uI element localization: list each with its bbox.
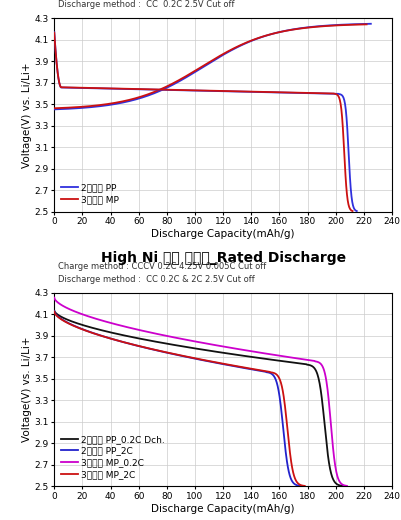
2차년도 PP_2C — [201, 357, 206, 363]
2차년도 PP — [235, 88, 240, 95]
2차년도 PP_2C — [208, 359, 213, 365]
3차년도 MP_0.2C — [229, 345, 234, 351]
2차년도 PP_2C — [67, 320, 72, 327]
3차년도 MP_0.2C — [238, 346, 243, 353]
3차년도 MP — [277, 89, 282, 96]
3차년도 MP_0.2C — [70, 307, 75, 314]
2차년도 PP_2C — [238, 365, 243, 371]
Text: Discharge method :  CC  0.2C 2.5V Cut off: Discharge method : CC 0.2C 2.5V Cut off — [57, 1, 233, 9]
3차년도 MP_2C — [67, 321, 72, 327]
2차년도 PP_2C — [297, 483, 302, 489]
2차년도 PP_0.2C Dch. — [69, 318, 74, 324]
3차년도 MP — [52, 30, 57, 36]
Y-axis label: Voltage(V) vs. Li/Li+: Voltage(V) vs. Li/Li+ — [22, 337, 32, 442]
3차년도 MP_0.2C — [344, 483, 348, 489]
2차년도 PP — [354, 208, 358, 214]
2차년도 PP — [312, 90, 316, 96]
3차년도 MP — [70, 84, 75, 90]
2차년도 PP_0.2C Dch. — [219, 349, 224, 356]
3차년도 MP_0.2C — [303, 357, 308, 363]
3차년도 MP_2C — [203, 357, 208, 363]
3차년도 MP — [241, 88, 246, 95]
2차년도 PP_0.2C Dch. — [339, 483, 344, 489]
3차년도 MP — [232, 88, 237, 95]
Line: 2차년도 PP_0.2C Dch.: 2차년도 PP_0.2C Dch. — [54, 310, 342, 486]
2차년도 PP_2C — [263, 369, 268, 375]
Title: High Ni 양극 활물질_Rated Discharge: High Ni 양극 활물질_Rated Discharge — [100, 251, 345, 265]
2차년도 PP_2C — [52, 308, 57, 314]
3차년도 MP_0.2C — [273, 352, 278, 358]
3차년도 MP_0.2C — [221, 344, 226, 350]
Line: 3차년도 MP: 3차년도 MP — [54, 33, 352, 211]
3차년도 MP_2C — [241, 365, 246, 371]
Line: 2차년도 PP: 2차년도 PP — [54, 32, 356, 211]
Line: 2차년도 PP_2C: 2차년도 PP_2C — [54, 311, 300, 486]
3차년도 MP_2C — [52, 308, 57, 315]
2차년도 PP_0.2C Dch. — [235, 352, 240, 358]
2차년도 PP_2C — [194, 356, 199, 362]
Text: Charge method : CCCV 0.2C 4.25V 0.005C Cut off: Charge method : CCCV 0.2C 4.25V 0.005C C… — [57, 262, 265, 270]
2차년도 PP — [227, 88, 232, 95]
2차년도 PP — [52, 29, 57, 35]
3차년도 MP_2C — [302, 483, 306, 489]
X-axis label: Discharge Capacity(mAh/g): Discharge Capacity(mAh/g) — [151, 229, 294, 239]
Legend: 2차년도 PP_0.2C Dch., 2차년도 PP_2C, 3차년도 MP_0.2C, 3차년도 MP_2C: 2차년도 PP_0.2C Dch., 2차년도 PP_2C, 3차년도 MP_0… — [59, 432, 167, 482]
2차년도 PP_0.2C Dch. — [52, 307, 57, 314]
3차년도 MP_2C — [211, 359, 216, 365]
2차년도 PP_0.2C Dch. — [227, 350, 231, 357]
X-axis label: Discharge Capacity(mAh/g): Discharge Capacity(mAh/g) — [151, 503, 294, 514]
3차년도 MP_0.2C — [52, 294, 57, 301]
Line: 3차년도 MP_0.2C: 3차년도 MP_0.2C — [54, 297, 346, 486]
2차년도 PP — [70, 85, 75, 91]
Legend: 2차년도 PP, 3차년도 MP: 2차년도 PP, 3차년도 MP — [59, 181, 122, 207]
2차년도 PP_0.2C Dch. — [300, 361, 304, 367]
2차년도 PP_0.2C Dch. — [270, 357, 275, 363]
Text: Discharge method :  CC 0.2C & 2C 2.5V Cut off: Discharge method : CC 0.2C & 2C 2.5V Cut… — [57, 275, 254, 284]
3차년도 MP — [308, 90, 313, 96]
3차년도 MP — [349, 208, 354, 214]
Y-axis label: Voltage(V) vs. Li/Li+: Voltage(V) vs. Li/Li+ — [22, 62, 32, 167]
Line: 3차년도 MP_2C: 3차년도 MP_2C — [54, 311, 304, 486]
2차년도 PP — [244, 88, 249, 95]
3차년도 MP_2C — [197, 356, 202, 362]
3차년도 MP_2C — [267, 369, 271, 375]
2차년도 PP — [281, 89, 286, 96]
3차년도 MP — [225, 88, 229, 94]
